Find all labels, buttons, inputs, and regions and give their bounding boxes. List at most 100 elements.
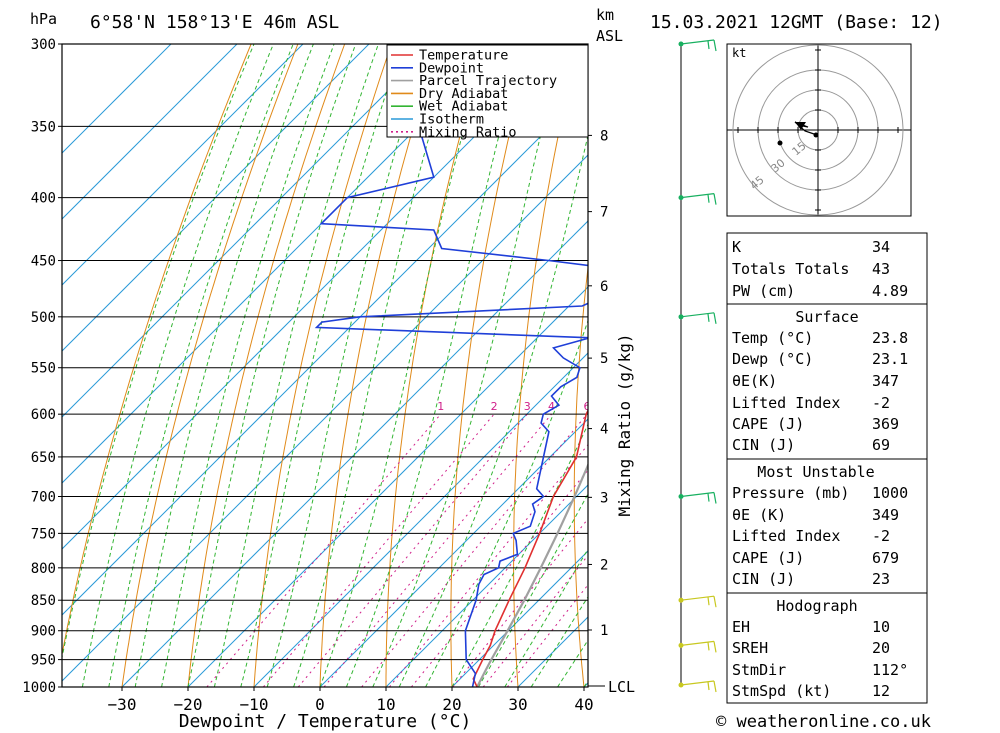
wet-adiabat-line <box>293 44 457 687</box>
stmspd-value: 12 <box>872 682 890 700</box>
mu-pressure-value: 1000 <box>872 484 908 502</box>
wind-profile <box>678 39 717 693</box>
mixing-ratio-label: 20 <box>694 400 708 413</box>
eh-value: 10 <box>872 618 890 636</box>
surface-thetae-label: θE(K) <box>732 372 777 390</box>
mu-pressure-label: Pressure (mb) <box>732 484 849 502</box>
mixing-ratio-label: 1 <box>437 400 444 413</box>
axes: 3003504004505005506006507007508008509009… <box>22 37 608 714</box>
km-tick-label: 1 <box>600 623 608 639</box>
wind-barb-flag <box>713 596 717 608</box>
wet-adiabat-line <box>213 44 379 687</box>
indices-table: K 34 Totals Totals 43 PW (cm) 4.89 Surfa… <box>726 232 928 704</box>
isotherm-line <box>62 44 436 418</box>
legend-label: Isotherm <box>419 112 484 128</box>
temperature-tick-label: 30 <box>508 695 527 714</box>
surface-dewp-value: 23.1 <box>872 350 908 368</box>
wind-barb-shaft <box>680 312 715 318</box>
background-grid <box>62 44 980 687</box>
wet-adiabat-line <box>62 44 255 660</box>
km-tick-label: 8 <box>600 128 608 144</box>
pw-label: PW (cm) <box>732 282 795 300</box>
dry-adiabat-line <box>319 44 439 687</box>
mixing-ratio-line <box>263 413 495 687</box>
k-index-value: 34 <box>872 238 890 256</box>
wind-barb-shaft <box>680 595 715 601</box>
mixing-ratio-label: 15 <box>666 400 680 413</box>
pressure-tick-label: 350 <box>31 119 56 135</box>
isotherm-line <box>62 88 588 616</box>
pressure-tick-label: 750 <box>31 526 56 542</box>
dry-adiabat-line <box>690 44 719 687</box>
wet-adiabat-line <box>81 44 274 687</box>
legend-label: Wet Adiabat <box>419 99 508 115</box>
wind-barb-flag <box>707 493 710 502</box>
km-tick-label: 6 <box>600 279 608 295</box>
wind-barb-shaft <box>680 39 715 45</box>
mixing-ratio-line <box>297 413 528 687</box>
sreh-value: 20 <box>872 639 890 657</box>
sreh-label: SREH <box>732 639 768 657</box>
wind-barb-shaft <box>680 491 715 498</box>
pressure-tick-label: 450 <box>31 254 56 270</box>
km-tick-label: 5 <box>600 351 608 367</box>
stmspd-label: StmSpd (kt) <box>732 682 831 700</box>
km-tick-label: 3 <box>600 490 608 506</box>
isotherm-line <box>62 154 588 682</box>
isotherm-line <box>62 44 502 484</box>
isotherm-line <box>62 44 370 352</box>
pressure-tick-label: 300 <box>31 37 56 53</box>
surface-thetae-value: 347 <box>872 372 899 390</box>
wet-adiabat-line <box>161 44 335 687</box>
km-tick-label: 4 <box>600 422 608 438</box>
wind-barb-flag <box>713 312 717 324</box>
hodograph-ring <box>732 44 904 216</box>
eh-label: EH <box>732 618 750 636</box>
legend-label: Parcel Trajectory <box>419 73 557 89</box>
mixing-ratio-label: 4 <box>548 400 555 413</box>
hodograph-unit: kt <box>732 46 746 60</box>
wind-barb-flag <box>713 680 717 693</box>
pressure-tick-label: 950 <box>31 653 56 669</box>
temperature-tick-label: −20 <box>174 695 203 714</box>
mu-li-label: Lifted Index <box>732 527 840 545</box>
surface-li-value: -2 <box>872 394 890 412</box>
temperature-line <box>472 408 588 687</box>
mu-cape-value: 679 <box>872 549 899 567</box>
dry-adiabat-line <box>513 44 580 687</box>
mu-li-value: -2 <box>872 527 890 545</box>
dry-adiabat-line <box>902 44 980 687</box>
wind-barb-flag <box>713 193 717 205</box>
isotherm-line <box>319 418 588 687</box>
km-label: km <box>596 6 614 24</box>
wind-barb-flag <box>707 642 710 651</box>
temperature-tick-label: 20 <box>442 695 461 714</box>
isotherm-line <box>121 220 588 687</box>
surface-cin-value: 69 <box>872 436 890 454</box>
isotherm-line <box>62 44 238 220</box>
pressure-tick-label: 800 <box>31 561 56 577</box>
wind-barb-flag <box>713 641 717 653</box>
surface-dewp-label: Dewp (°C) <box>732 350 813 368</box>
dry-adiabat-line <box>62 44 252 658</box>
temperature-tick-label: 10 <box>376 695 395 714</box>
pressure-unit-label: hPa <box>30 10 57 28</box>
temperature-tick-label: 0 <box>315 695 325 714</box>
stmdir-value: 112° <box>872 661 908 679</box>
location-label: 6°58'N 158°13'E 46m ASL <box>90 12 339 33</box>
totals-value: 43 <box>872 260 890 278</box>
pressure-tick-label: 550 <box>31 361 56 377</box>
wet-adiabat-line <box>134 44 314 687</box>
wind-barb-flag <box>713 492 717 504</box>
pressure-tick-label: 700 <box>31 490 56 506</box>
mu-cape-label: CAPE (J) <box>732 549 804 567</box>
km-tick-label: 7 <box>600 205 608 221</box>
isotherm-line <box>62 44 304 286</box>
surface-title: Surface <box>795 308 858 326</box>
temperature-tick-label: 40 <box>574 695 593 714</box>
dry-adiabat-line <box>633 44 672 687</box>
legend-label: Dewpoint <box>419 60 484 76</box>
wind-barb-flag <box>707 40 710 50</box>
mu-thetae-label: θE (K) <box>732 506 786 524</box>
